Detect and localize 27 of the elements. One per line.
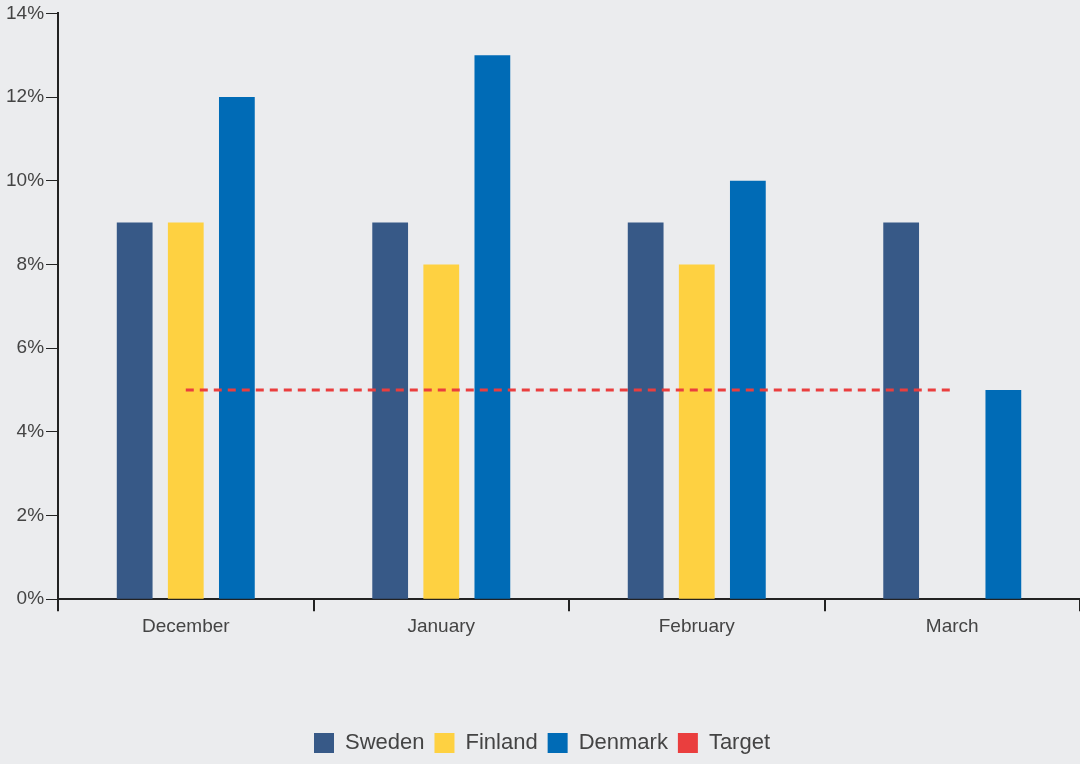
bar — [116, 222, 153, 599]
y-tick-label: 12% — [6, 85, 45, 107]
bar — [423, 264, 460, 599]
bar — [883, 222, 920, 599]
legend-label: Denmark — [578, 729, 669, 755]
x-tick-label: March — [925, 614, 979, 636]
legend-label: Target — [708, 729, 771, 755]
y-tick-label: 6% — [16, 336, 45, 358]
y-tick-label: 2% — [16, 503, 45, 525]
legend-label: Finland — [465, 729, 538, 755]
x-tick-label: December — [141, 614, 231, 636]
bar — [729, 180, 766, 599]
bar — [474, 55, 511, 599]
bar — [167, 222, 204, 599]
y-tick-label: 10% — [6, 169, 45, 191]
bar — [627, 222, 664, 599]
bar — [218, 97, 255, 599]
x-tick-label: January — [407, 614, 476, 636]
y-tick-label: 4% — [16, 420, 45, 442]
bar — [985, 389, 1022, 599]
legend-label: Sweden — [344, 729, 425, 755]
y-tick-label: 8% — [16, 252, 45, 274]
y-tick-label: 0% — [16, 587, 45, 609]
x-tick-label: February — [658, 614, 736, 636]
y-tick-label: 14% — [6, 1, 45, 23]
bar — [678, 264, 715, 599]
bar — [372, 222, 409, 599]
